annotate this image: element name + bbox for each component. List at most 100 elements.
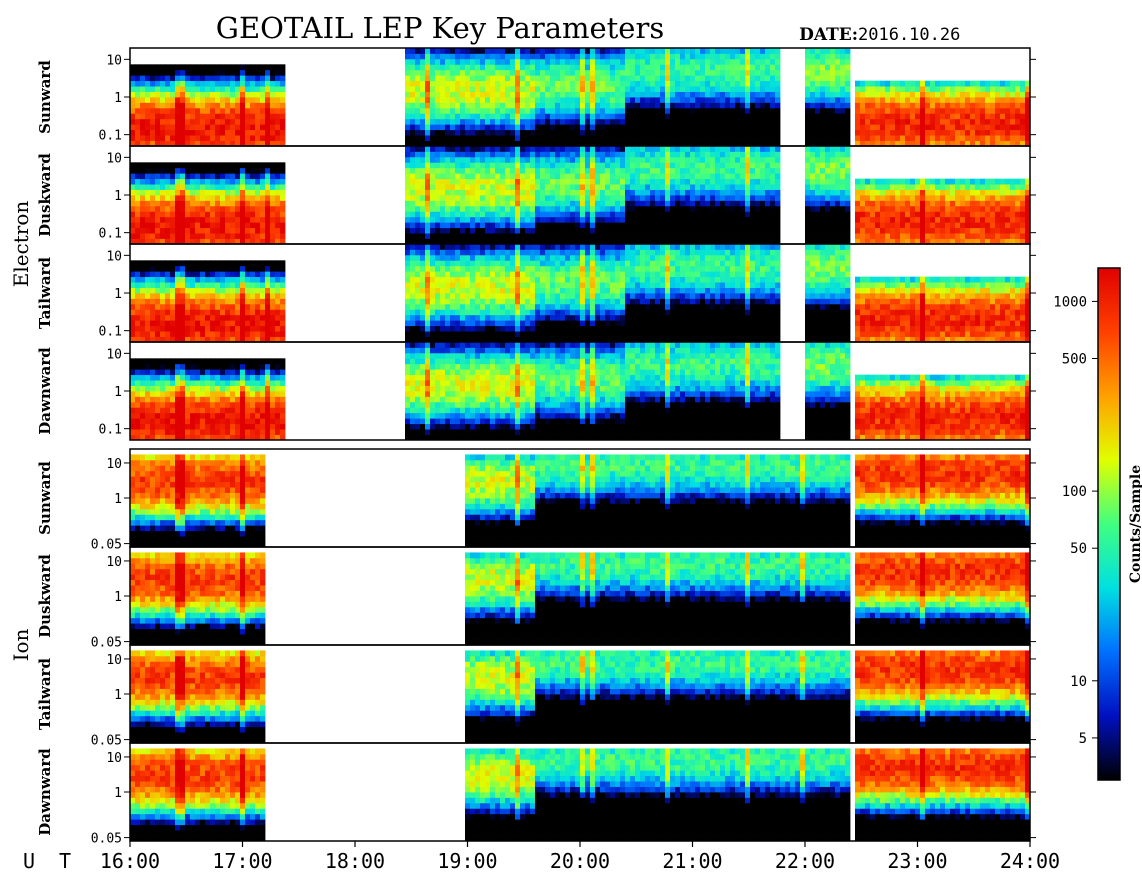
spectrogram-cell <box>725 189 731 196</box>
spectrogram-cell <box>945 233 951 239</box>
spectrogram-cell <box>550 200 556 207</box>
spectrogram-cell <box>985 189 991 196</box>
spectrogram-cell <box>635 48 641 54</box>
spectrogram-cell <box>1020 200 1026 207</box>
spectrogram-cell <box>450 200 456 207</box>
spectrogram-cell <box>705 75 711 82</box>
spectrogram-cell <box>595 53 601 60</box>
spectrogram-cell <box>570 189 576 196</box>
spectrogram-cell <box>455 238 461 245</box>
spectrogram-cell <box>725 135 731 141</box>
spectrogram-cell <box>175 97 181 103</box>
spectrogram-cell <box>665 91 671 98</box>
spectrogram-cell <box>740 211 746 218</box>
spectrogram-cell <box>230 211 236 218</box>
spectrogram-cell <box>250 102 256 109</box>
spectrogram-cell <box>680 184 686 190</box>
spectrogram-cell <box>280 222 286 229</box>
spectrogram-cell <box>190 162 196 169</box>
spectrogram-cell <box>150 276 156 283</box>
spectrogram-cell <box>505 58 511 65</box>
spectrogram-cell <box>210 227 216 234</box>
spectrogram-cell <box>505 156 511 163</box>
spectrogram-cell <box>545 75 551 82</box>
spectrogram-cell <box>650 48 656 54</box>
spectrogram-cell <box>170 314 176 321</box>
spectrogram-cell <box>485 91 491 98</box>
spectrogram-cell <box>665 184 671 190</box>
spectrogram-cell <box>180 293 186 299</box>
spectrogram-cell <box>620 222 626 229</box>
spectrogram-cell <box>935 238 941 245</box>
spectrogram-cell <box>925 233 931 239</box>
spectrogram-cell <box>435 233 441 239</box>
spectrogram-cell <box>995 113 1001 120</box>
spectrogram-cell <box>965 80 971 87</box>
spectrogram-cell <box>570 97 576 103</box>
spectrogram-cell <box>650 151 656 158</box>
spectrogram-cell <box>445 113 451 120</box>
spectrogram-cell <box>130 282 136 288</box>
spectrogram-cell <box>825 91 831 98</box>
spectrogram-cell <box>865 91 871 98</box>
spectrogram-cell <box>510 75 516 82</box>
spectrogram-cell <box>490 69 496 76</box>
spectrogram-cell <box>500 53 506 60</box>
spectrogram-cell <box>560 167 566 174</box>
spectrogram-cell <box>685 113 691 120</box>
spectrogram-cell <box>890 189 896 196</box>
spectrogram-cell <box>205 173 211 180</box>
spectrogram-cell <box>265 222 271 229</box>
spectrogram-cell <box>455 227 461 234</box>
spectrogram-cell <box>650 113 656 120</box>
spectrogram-cell <box>635 178 641 185</box>
spectrogram-cell <box>465 129 471 136</box>
spectrogram-cell <box>610 156 616 163</box>
spectrogram-cell <box>430 184 436 190</box>
spectrogram-cell <box>520 80 526 87</box>
spectrogram-cell <box>500 156 506 163</box>
spectrogram-cell <box>1000 91 1006 98</box>
spectrogram-cell <box>590 86 596 92</box>
spectrogram-cell <box>250 178 256 185</box>
spectrogram-cell <box>680 58 686 65</box>
spectrogram-cell <box>160 336 166 343</box>
spectrogram-cell <box>240 211 246 218</box>
spectrogram-cell <box>695 118 701 125</box>
spectrogram-cell <box>255 173 261 180</box>
spectrogram-cell <box>605 58 611 65</box>
spectrogram-cell <box>545 124 551 131</box>
spectrogram-cell <box>575 156 581 163</box>
spectrogram-cell <box>895 113 901 120</box>
spectrogram-cell <box>460 184 466 190</box>
spectrogram-cell <box>875 140 881 147</box>
spectrogram-cell <box>880 80 886 87</box>
spectrogram-cell <box>775 80 781 87</box>
spectrogram-cell <box>450 216 456 223</box>
spectrogram-cell <box>655 156 661 163</box>
spectrogram-cell <box>685 140 691 147</box>
spectrogram-cell <box>160 303 166 310</box>
spectrogram-cell <box>585 178 591 185</box>
spectrogram-cell <box>545 195 551 201</box>
spectrogram-cell <box>670 140 676 147</box>
spectrogram-cell <box>835 146 841 152</box>
spectrogram-cell <box>230 200 236 207</box>
spectrogram-cell <box>560 129 566 136</box>
spectrogram-cell <box>1000 97 1006 103</box>
spectrogram-cell <box>680 129 686 136</box>
spectrogram-cell <box>770 200 776 207</box>
spectrogram-cell <box>870 238 876 245</box>
spectrogram-cell <box>545 189 551 196</box>
spectrogram-cell <box>705 233 711 239</box>
spectrogram-cell <box>690 102 696 109</box>
spectrogram-cell <box>855 205 861 212</box>
spectrogram-cell <box>175 86 181 92</box>
spectrogram-cell <box>815 195 821 201</box>
spectrogram-cell <box>515 64 521 71</box>
spectrogram-cell <box>625 140 631 147</box>
spectrogram-cell <box>280 80 286 87</box>
spectrogram-cell <box>420 140 426 147</box>
spectrogram-cell <box>500 140 506 147</box>
spectrogram-cell <box>190 211 196 218</box>
